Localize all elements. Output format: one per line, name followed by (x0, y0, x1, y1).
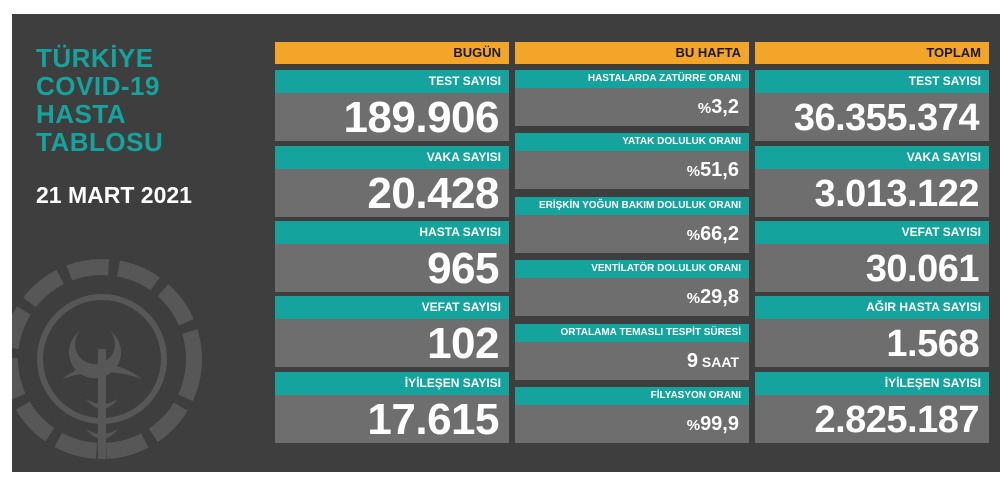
value-number: 51,6 (700, 159, 739, 181)
total-header: TOPLAM (755, 42, 989, 64)
week-bed-card: YATAK DOLULUK ORANI %51,6 (515, 133, 749, 189)
card-label: İYİLEŞEN SAYISI (275, 372, 509, 395)
value-number: 29,8 (700, 286, 739, 308)
value-unit: SAAT (698, 354, 739, 370)
card-label: TEST SAYISI (275, 70, 509, 93)
value-number: 66,2 (700, 223, 739, 245)
card-label: VENTİLATÖR DOLULUK ORANI (515, 260, 749, 278)
today-patient-card: HASTA SAYISI 965 (275, 221, 509, 293)
week-ventilator-card: VENTİLATÖR DOLULUK ORANI %29,8 (515, 260, 749, 316)
total-severe-card: AĞIR HASTA SAYISI 1.568 (755, 296, 989, 367)
card-value: 102 (275, 319, 509, 368)
report-date: 21 MART 2021 (36, 182, 192, 208)
card-value: %29,8 (515, 278, 749, 316)
card-value: 1.568 (755, 319, 989, 367)
covid-table-panel: TÜRKİYE COVID-19 HASTA TABLOSU 21 MART 2… (2, 14, 1000, 472)
today-death-card: VEFAT SAYISI 102 (275, 296, 509, 368)
total-recovered-card: İYİLEŞEN SAYISI 2.825.187 (755, 372, 989, 443)
value-number: 9 (686, 350, 699, 372)
card-label: VAKA SAYISI (275, 146, 509, 169)
card-label: İYİLEŞEN SAYISI (755, 372, 989, 395)
card-label: ERİŞKİN YOĞUN BAKIM DOLULUK ORANI (515, 197, 749, 215)
card-value: %3,2 (515, 88, 749, 126)
today-recovered-card: İYİLEŞEN SAYISI 17.615 (275, 372, 509, 444)
week-column: BU HAFTA HASTALARDA ZATÜRRE ORANI %3,2 Y… (515, 42, 749, 443)
card-value: 20.428 (275, 169, 509, 218)
ministry-emblem-icon (2, 259, 202, 459)
card-value: 17.615 (275, 395, 509, 444)
card-label: HASTALARDA ZATÜRRE ORANI (515, 70, 749, 88)
value-number: 99,9 (700, 413, 739, 435)
total-test-card: TEST SAYISI 36.355.374 (755, 70, 989, 141)
total-death-card: VEFAT SAYISI 30.061 (755, 221, 989, 292)
today-case-card: VAKA SAYISI 20.428 (275, 146, 509, 218)
card-value: %51,6 (515, 151, 749, 189)
today-header: BUGÜN (275, 42, 509, 64)
value-prefix: % (686, 163, 701, 180)
week-filiation-card: FİLYASYON ORANI %99,9 (515, 387, 749, 443)
value-prefix: % (686, 290, 701, 307)
today-column: BUGÜN TEST SAYISI 189.906 VAKA SAYISI 20… (275, 42, 509, 444)
card-label: VAKA SAYISI (755, 146, 989, 169)
card-value: 965 (275, 244, 509, 293)
card-label: TEST SAYISI (755, 70, 989, 93)
title-line: HASTA (36, 99, 127, 129)
title-line: TABLOSU (36, 127, 164, 157)
week-icu-card: ERİŞKİN YOĞUN BAKIM DOLULUK ORANI %66,2 (515, 197, 749, 253)
card-label: YATAK DOLULUK ORANI (515, 133, 749, 151)
card-value: 189.906 (275, 93, 509, 142)
title-line: COVID-19 (36, 71, 160, 101)
value-number: 3,2 (711, 96, 739, 118)
card-label: ORTALAMA TEMASLI TESPİT SÜRESİ (515, 324, 749, 342)
total-case-card: VAKA SAYISI 3.013.122 (755, 146, 989, 217)
week-contact-time-card: ORTALAMA TEMASLI TESPİT SÜRESİ 9 SAAT (515, 324, 749, 380)
card-value: %99,9 (515, 405, 749, 443)
card-value: 30.061 (755, 244, 989, 292)
card-value: %66,2 (515, 215, 749, 253)
value-prefix: % (697, 100, 712, 117)
card-label: FİLYASYON ORANI (515, 387, 749, 405)
week-pneumonia-card: HASTALARDA ZATÜRRE ORANI %3,2 (515, 70, 749, 126)
value-prefix: % (686, 417, 701, 434)
card-value: 9 SAAT (515, 342, 749, 380)
card-label: HASTA SAYISI (275, 221, 509, 244)
card-label: VEFAT SAYISI (275, 296, 509, 319)
total-column: TOPLAM TEST SAYISI 36.355.374 VAKA SAYIS… (755, 42, 989, 443)
week-header: BU HAFTA (515, 42, 749, 64)
card-value: 3.013.122 (755, 169, 989, 217)
card-value: 2.825.187 (755, 395, 989, 443)
today-test-card: TEST SAYISI 189.906 (275, 70, 509, 142)
card-value: 36.355.374 (755, 93, 989, 141)
title-line: TÜRKİYE (36, 43, 154, 73)
value-prefix: % (686, 227, 701, 244)
card-label: VEFAT SAYISI (755, 221, 989, 244)
panel-title: TÜRKİYE COVID-19 HASTA TABLOSU (36, 44, 163, 156)
card-label: AĞIR HASTA SAYISI (755, 296, 989, 319)
